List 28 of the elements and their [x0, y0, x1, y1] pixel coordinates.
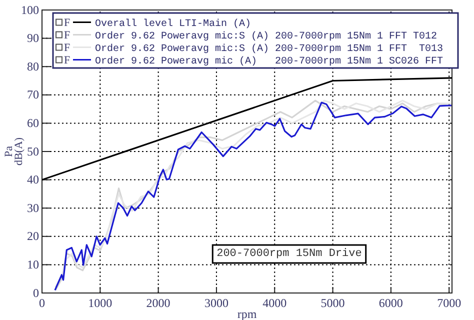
- x-tick-label: 3000: [204, 296, 228, 310]
- y-tick-label: 80: [27, 59, 39, 74]
- y-tick-label: 10: [27, 258, 39, 272]
- annotation: F: [64, 29, 70, 42]
- y-tick-label: 70: [27, 88, 39, 102]
- annotation: F: [64, 16, 70, 29]
- legend-label: Order 9.62 Poweravg mic:S (A) 200-7000rpm 15Nm 1 FFT T012: [95, 30, 438, 42]
- x-tick-label: 2000: [146, 296, 170, 310]
- x-tick-label: 6000: [378, 296, 403, 310]
- annotation: 200-7000rpm 15Nm Drive: [216, 248, 362, 260]
- legend-label: Order 9.62 Poweravg mic:S (A) 200-7000rpm 15Nm 1 FFT T013: [95, 42, 444, 55]
- y-tick-label: 20: [27, 229, 39, 244]
- y-tick-label: 50: [27, 144, 39, 158]
- y-tick-label: 0: [33, 286, 39, 300]
- legend-label: Order 9.62 Poweravg mic (A) 200-7000rpm 15Nm 1 SC026 FFT: [95, 55, 444, 68]
- y-tick-label: 60: [27, 116, 39, 130]
- x-tick-label: 7000: [437, 296, 462, 310]
- annotation: F: [64, 42, 70, 54]
- y-tick-label: 100: [21, 2, 39, 17]
- x-tick-label: 5000: [320, 296, 345, 310]
- x-tick-label: 4000: [262, 296, 287, 310]
- y-tick-label: 40: [27, 172, 39, 187]
- annotation: F: [64, 54, 70, 66]
- x-tick-label: 1000: [88, 296, 112, 310]
- y-tick-label: 90: [27, 31, 39, 46]
- y-axis-title: Pa dB(A): [3, 137, 25, 166]
- legend-label: Overall level LTI-Main (A): [95, 18, 252, 30]
- y-tick-label: 30: [27, 200, 39, 215]
